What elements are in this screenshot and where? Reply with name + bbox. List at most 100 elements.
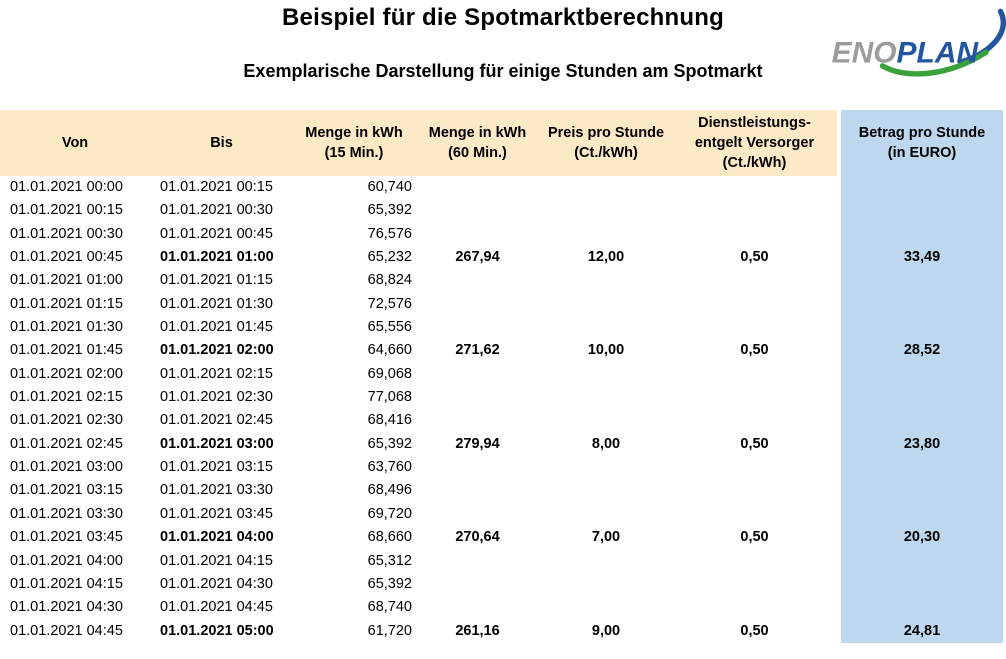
cell-betrag <box>841 596 1003 620</box>
column-spacer <box>837 292 841 317</box>
cell-dienst <box>672 293 837 316</box>
cell-von: 01.01.2021 02:30 <box>10 412 123 429</box>
cell-preis <box>540 479 672 502</box>
table-row: 01.01.2021 02:30 01.01.2021 02:45 68,416 <box>0 409 1003 433</box>
cell-preis <box>540 409 672 432</box>
cell-betrag: 24,81 <box>841 619 1003 643</box>
cell-m60: 267,94 <box>455 249 500 266</box>
column-header-dienst: Dienstleistungs- entgelt Versorger (Ct./… <box>672 110 837 176</box>
cell-dienst: 0,50 <box>740 342 769 359</box>
cell-m15: 72,576 <box>367 295 412 312</box>
cell-dienst <box>672 573 837 596</box>
cell-bis: 01.01.2021 01:00 <box>160 249 274 266</box>
cell-m15: 69,720 <box>367 505 412 522</box>
column-spacer <box>837 572 841 597</box>
cell-von: 01.01.2021 02:00 <box>10 365 123 382</box>
column-spacer <box>837 502 841 527</box>
cell-m15: 65,392 <box>367 202 412 219</box>
column-spacer <box>837 456 841 480</box>
cell-m60 <box>415 223 540 246</box>
cell-betrag <box>841 222 1003 247</box>
cell-bis: 01.01.2021 04:45 <box>160 599 273 616</box>
table-row: 01.01.2021 01:45 01.01.2021 02:00 64,660 27… <box>0 339 1003 363</box>
cell-bis: 01.01.2021 02:45 <box>160 412 273 429</box>
cell-m15: 65,232 <box>367 249 412 266</box>
cell-dienst <box>672 386 837 409</box>
table-row: 01.01.2021 01:15 01.01.2021 01:30 72,576 <box>0 292 1003 317</box>
column-header-menge15: Menge in kWh (15 Min.) <box>293 110 415 176</box>
cell-dienst <box>672 503 837 526</box>
cell-bis: 01.01.2021 02:00 <box>160 342 274 359</box>
cell-bis: 01.01.2021 03:00 <box>160 435 274 452</box>
table-row: 01.01.2021 03:45 01.01.2021 04:00 68,660 27… <box>0 526 1003 550</box>
cell-m60 <box>415 363 540 386</box>
table-row: 01.01.2021 03:30 01.01.2021 03:45 69,720 <box>0 502 1003 527</box>
cell-dienst <box>672 596 837 619</box>
page-subtitle: Exemplarische Darstellung für einige Stu… <box>243 61 763 81</box>
cell-bis: 01.01.2021 03:30 <box>160 482 273 499</box>
table-body: 01.01.2021 00:00 01.01.2021 00:15 60,740 01… <box>0 176 1003 643</box>
cell-von: 01.01.2021 02:15 <box>10 389 123 406</box>
cell-m15: 65,392 <box>367 575 412 592</box>
cell-m60 <box>415 293 540 316</box>
cell-preis <box>540 293 672 316</box>
spotmarkt-table: Von Bis Menge in kWh (15 Min.) Menge in kWh… <box>0 110 1003 643</box>
column-header-von: Von <box>0 110 150 176</box>
table-row: 01.01.2021 00:00 01.01.2021 00:15 60,740 <box>0 176 1003 200</box>
cell-betrag <box>841 269 1003 293</box>
column-spacer <box>837 362 841 387</box>
column-spacer <box>837 386 841 410</box>
cell-von: 01.01.2021 03:45 <box>10 529 123 546</box>
cell-m15: 77,068 <box>367 389 412 406</box>
cell-betrag <box>841 292 1003 317</box>
cell-preis <box>540 176 672 199</box>
cell-m60 <box>415 550 540 573</box>
column-spacer <box>837 619 841 643</box>
cell-m60 <box>415 479 540 502</box>
cell-m60 <box>415 596 540 619</box>
cell-betrag: 20,30 <box>841 526 1003 550</box>
cell-preis <box>540 573 672 596</box>
cell-von: 01.01.2021 03:00 <box>10 459 123 476</box>
cell-m60 <box>415 176 540 199</box>
cell-m15: 65,312 <box>367 552 412 569</box>
cell-bis: 01.01.2021 00:45 <box>160 225 273 242</box>
cell-dienst: 0,50 <box>740 622 769 639</box>
column-header-bis: Bis <box>150 110 293 176</box>
cell-dienst <box>672 409 837 432</box>
cell-dienst <box>672 223 837 246</box>
cell-von: 01.01.2021 01:30 <box>10 319 123 336</box>
logo-swoosh-graphic: ENOPLAN <box>832 8 1006 77</box>
cell-m15: 69,068 <box>367 365 412 382</box>
cell-betrag <box>841 409 1003 433</box>
cell-betrag <box>841 502 1003 527</box>
logo-text-eno: ENO <box>832 36 897 69</box>
cell-betrag <box>841 316 1003 340</box>
cell-betrag <box>841 549 1003 573</box>
cell-betrag <box>841 362 1003 387</box>
table-row: 01.01.2021 04:30 01.01.2021 04:45 68,740 <box>0 596 1003 620</box>
cell-betrag: 23,80 <box>841 432 1003 457</box>
cell-dienst <box>672 176 837 199</box>
cell-m60: 271,62 <box>455 342 500 359</box>
table-header-row: Von Bis Menge in kWh (15 Min.) Menge in kWh… <box>0 110 1003 176</box>
cell-m60 <box>415 316 540 339</box>
cell-m60 <box>415 456 540 479</box>
cell-preis: 12,00 <box>587 249 625 266</box>
cell-bis: 01.01.2021 04:30 <box>160 575 273 592</box>
cell-dienst: 0,50 <box>740 249 769 266</box>
cell-preis <box>540 503 672 526</box>
cell-m15: 65,392 <box>367 435 412 452</box>
svg-text:ENOPLAN: ENOPLAN <box>832 36 980 69</box>
cell-m15: 76,576 <box>367 225 412 242</box>
table-row: 01.01.2021 04:45 01.01.2021 05:00 61,720 26… <box>0 619 1003 643</box>
column-spacer <box>837 269 841 293</box>
cell-bis: 01.01.2021 05:00 <box>160 622 274 639</box>
cell-bis: 01.01.2021 01:15 <box>160 272 273 289</box>
cell-preis <box>540 596 672 619</box>
column-spacer <box>837 526 841 550</box>
cell-m60: 279,94 <box>455 435 500 452</box>
cell-von: 01.01.2021 04:00 <box>10 552 123 569</box>
cell-m60 <box>415 573 540 596</box>
table-row: 01.01.2021 02:15 01.01.2021 02:30 77,068 <box>0 386 1003 410</box>
